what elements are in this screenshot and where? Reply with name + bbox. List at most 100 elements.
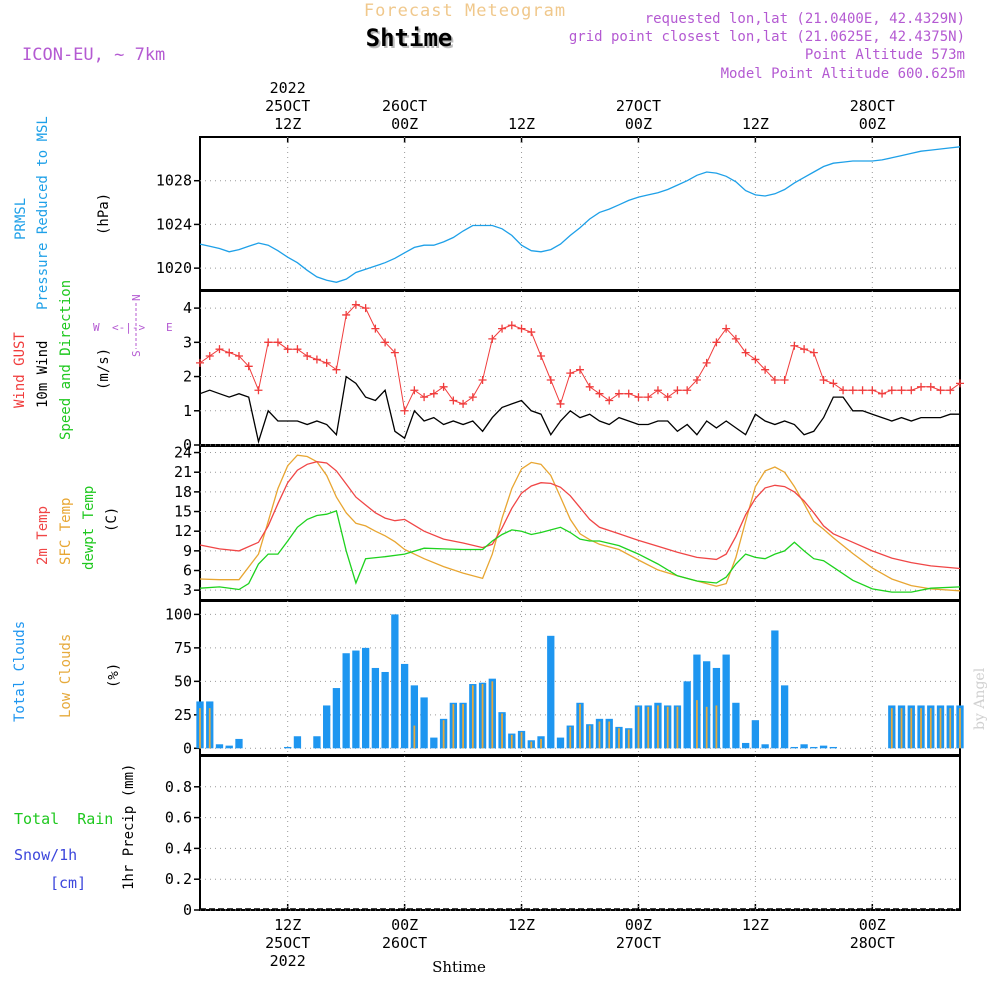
wind-gust-marker bbox=[761, 365, 770, 374]
wind-label: 10m Wind bbox=[35, 341, 51, 408]
prmsl-desc-label: Pressure Reduced to MSL bbox=[35, 116, 51, 310]
bottom-time-label: 26OCT bbox=[382, 934, 427, 952]
total-clouds-bar bbox=[361, 647, 370, 749]
wind-gust-marker bbox=[371, 324, 380, 333]
wind-unit-label: (m/s) bbox=[96, 348, 112, 390]
wind-gust-marker bbox=[956, 379, 964, 388]
precip-tick-label: 0.2 bbox=[165, 870, 192, 888]
wind-gust-marker bbox=[741, 348, 750, 357]
wind-gust-marker bbox=[751, 355, 760, 364]
wind-gust-line bbox=[199, 304, 961, 413]
wind-gust-marker bbox=[420, 393, 429, 402]
wind-gust-marker bbox=[936, 386, 945, 395]
temperature-panel bbox=[199, 454, 961, 593]
wind-gust-marker bbox=[283, 345, 292, 354]
total-clouds-bar bbox=[819, 745, 828, 749]
wind-gust-marker bbox=[634, 393, 643, 402]
wind-gust-marker bbox=[322, 358, 331, 367]
precip-frame bbox=[199, 755, 961, 911]
total-clouds-bar bbox=[771, 630, 779, 749]
compass-n: N bbox=[130, 294, 143, 301]
temp-tick-label: 9 bbox=[183, 542, 192, 560]
snow-label: Snow/1h bbox=[14, 846, 77, 864]
low-clouds-bar bbox=[481, 684, 484, 749]
low-clouds-bar bbox=[666, 706, 669, 749]
total-clouds-bar bbox=[371, 667, 380, 749]
requested-coords: requested lon,lat (21.0400E, 42.4329N) bbox=[645, 11, 965, 27]
wind-gust-marker bbox=[312, 355, 321, 364]
clouds-unit-label: (%) bbox=[106, 663, 122, 688]
wind-gust-marker bbox=[254, 386, 263, 395]
low-clouds-bar bbox=[676, 706, 679, 749]
model-name: ICON-EU, ~ 7km bbox=[22, 45, 165, 65]
bottom-time-label: 12Z bbox=[508, 916, 535, 934]
low-clouds-label: Low Clouds bbox=[58, 634, 74, 718]
low-clouds-bar bbox=[705, 706, 708, 749]
bottom-time-label: 27OCT bbox=[616, 934, 661, 952]
temp-tick-label: 18 bbox=[174, 483, 192, 501]
temp-frame bbox=[199, 445, 961, 601]
precip-tick-label: 0.4 bbox=[165, 839, 192, 857]
temp-tick-label: 12 bbox=[174, 522, 192, 540]
wind-gust-marker bbox=[663, 393, 672, 402]
speed-direction-label: Speed and Direction bbox=[58, 280, 74, 440]
wind-gust-marker bbox=[361, 304, 370, 313]
precip-axis-label: 1hr Precip (mm) bbox=[121, 764, 137, 890]
dew-label: dewpt Temp bbox=[81, 486, 97, 570]
low-clouds-bar bbox=[949, 708, 952, 749]
bottom-time-label: 00Z bbox=[391, 916, 418, 934]
temp-tick-label: 6 bbox=[183, 562, 192, 580]
top-time-label: 12Z bbox=[508, 115, 535, 133]
wind-gust-marker bbox=[351, 300, 360, 309]
wind-gust-marker bbox=[692, 375, 701, 384]
wind-tick-label: 0 bbox=[183, 436, 192, 454]
total-clouds-bar bbox=[235, 738, 243, 749]
compass-rose: W <-|-> E N S bbox=[93, 294, 173, 357]
wind-gust-marker bbox=[673, 386, 682, 395]
low-clouds-bar bbox=[715, 705, 718, 749]
sfc-label: SFC Temp bbox=[58, 498, 74, 565]
pressure-tick-label: 1024 bbox=[156, 215, 192, 233]
wind-gust-marker bbox=[887, 386, 896, 395]
wind-gust-marker bbox=[585, 382, 594, 391]
low-clouds-bar bbox=[608, 721, 611, 749]
rain-label: Total Rain bbox=[14, 810, 113, 828]
wind-gust-marker bbox=[439, 382, 448, 391]
clouds-tick-label: 50 bbox=[174, 672, 192, 690]
wind-gust-marker bbox=[926, 382, 935, 391]
y-axis-ticks: 1020102410280123436912151821240255075100… bbox=[156, 172, 200, 919]
total-clouds-bar bbox=[215, 744, 224, 749]
total-clouds-bar bbox=[420, 697, 428, 749]
low-clouds-bar bbox=[598, 721, 601, 749]
precip-tick-label: 0.8 bbox=[165, 778, 192, 796]
low-clouds-bar bbox=[696, 700, 698, 749]
t2m-label: 2m Temp bbox=[35, 506, 51, 565]
snow-unit-label: [cm] bbox=[50, 874, 86, 892]
wind-gust-marker bbox=[332, 365, 341, 374]
wind-gust-marker bbox=[196, 358, 204, 367]
wind-gust-marker bbox=[614, 389, 623, 398]
total-clouds-bar bbox=[683, 681, 691, 749]
total-clouds-bar bbox=[732, 702, 740, 749]
wind-tick-label: 2 bbox=[183, 368, 192, 386]
low-clouds-bar bbox=[929, 708, 932, 749]
total-clouds-bar bbox=[410, 685, 419, 749]
wind-gust-marker bbox=[907, 386, 916, 395]
low-clouds-bar bbox=[530, 741, 533, 749]
pressure-frame bbox=[199, 136, 961, 291]
wind-gust-marker bbox=[303, 352, 312, 361]
wind-gust-marker bbox=[273, 338, 282, 347]
low-clouds-bar bbox=[462, 704, 464, 749]
bottom-time-label: 2022 bbox=[270, 952, 306, 970]
wind-gust-marker bbox=[507, 321, 516, 330]
wind-gust-marker bbox=[546, 375, 555, 384]
watermark: by Angel bbox=[972, 667, 988, 730]
total-clouds-bar bbox=[381, 671, 389, 749]
clouds-tick-label: 0 bbox=[183, 739, 192, 757]
wind-gust-marker bbox=[498, 324, 507, 333]
low-clouds-bar bbox=[452, 704, 455, 749]
wind-gust-marker bbox=[809, 348, 818, 357]
total-clouds-bar bbox=[332, 688, 341, 749]
low-clouds-bar bbox=[471, 685, 474, 749]
